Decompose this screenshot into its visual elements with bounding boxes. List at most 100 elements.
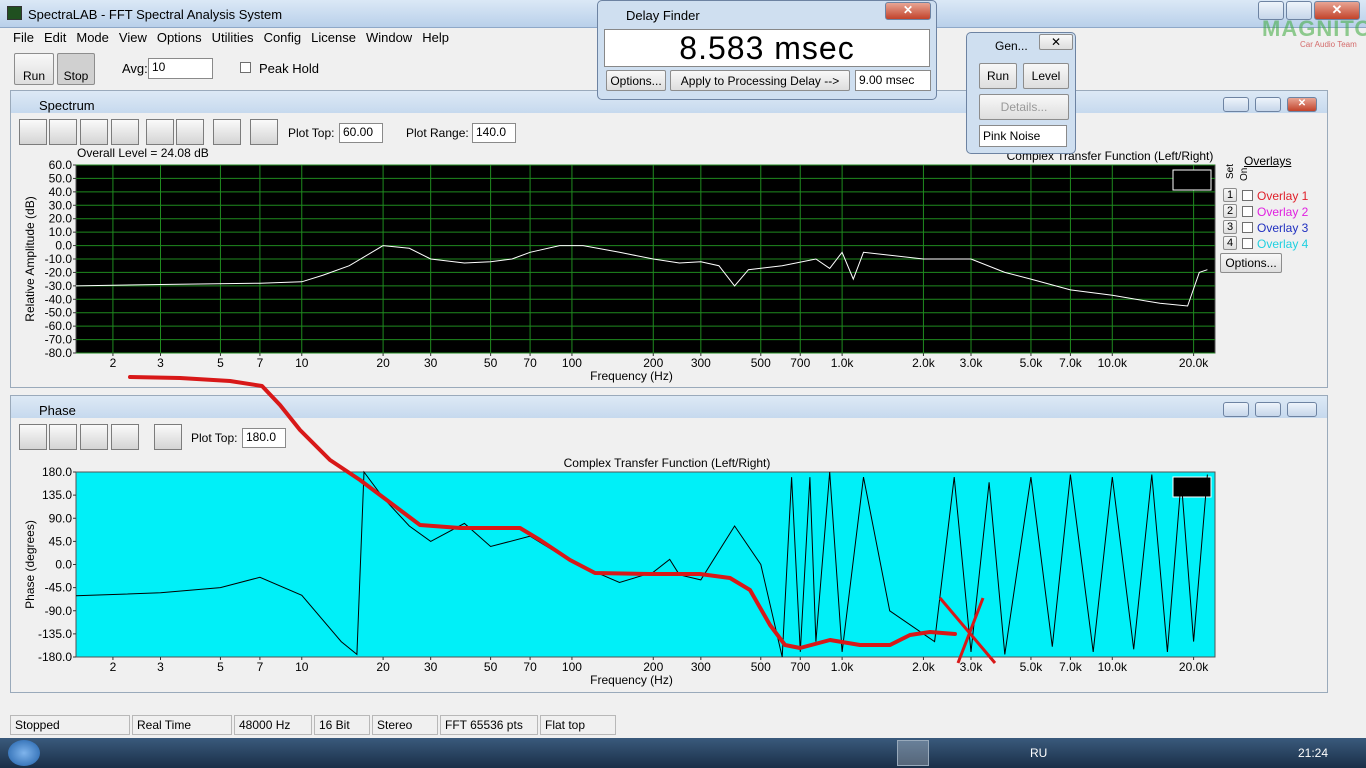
- gen-run-button[interactable]: Run: [979, 63, 1017, 89]
- y-tick-label: 30.0: [49, 198, 73, 212]
- plot-top-input[interactable]: 180.0: [242, 428, 286, 448]
- menu-item[interactable]: File: [13, 30, 34, 45]
- zoom-icon[interactable]: [19, 424, 47, 450]
- gen-details-button[interactable]: Details...: [979, 94, 1069, 120]
- overlays-title: Overlays: [1244, 154, 1292, 168]
- y-tick-label: 60.0: [49, 158, 73, 172]
- settings-icon[interactable]: [154, 424, 182, 450]
- delay-finder-title: Delay Finder: [626, 8, 700, 23]
- status-cell: 48000 Hz: [234, 715, 312, 735]
- y-tick-label: -90.0: [45, 604, 73, 618]
- gen-signal-select[interactable]: Pink Noise: [979, 125, 1067, 147]
- x-tick-label: 5.0k: [1020, 356, 1044, 370]
- stop-button[interactable]: Stop: [57, 53, 95, 85]
- x-tick-label: 5: [217, 660, 224, 674]
- x-tick-label: 5.0k: [1020, 660, 1044, 674]
- active-app[interactable]: [897, 740, 929, 766]
- start-button[interactable]: [8, 740, 40, 766]
- x-tick-label: 10: [295, 660, 309, 674]
- x-tick-label: 200: [643, 660, 663, 674]
- zoom-icon[interactable]: [19, 119, 47, 145]
- scale-icon[interactable]: [250, 119, 278, 145]
- overlay-number: 3: [1223, 220, 1237, 234]
- line-icon[interactable]: [146, 119, 174, 145]
- y-tick-label: -40.0: [45, 292, 73, 306]
- x-tick-label: 7.0k: [1059, 660, 1083, 674]
- gen-level-button[interactable]: Level: [1023, 63, 1069, 89]
- spectrum-title: Spectrum: [39, 98, 95, 113]
- menu-item[interactable]: Options: [156, 30, 202, 45]
- y-tick-label: 0.0: [55, 558, 72, 572]
- settings-icon[interactable]: [213, 119, 241, 145]
- maximize[interactable]: [1255, 97, 1281, 112]
- status-cell: Stopped: [10, 715, 130, 735]
- overlay-checkbox[interactable]: [1242, 190, 1253, 201]
- menu-item[interactable]: Edit: [43, 30, 67, 45]
- x-tick-label: 20.0k: [1179, 356, 1209, 370]
- maximize[interactable]: [1255, 402, 1281, 417]
- apply-button[interactable]: Apply to Processing Delay -->: [670, 70, 850, 91]
- maximize[interactable]: [1286, 1, 1312, 20]
- overlay-checkbox[interactable]: [1242, 206, 1253, 217]
- close[interactable]: ✕: [885, 2, 931, 20]
- generator-title: Gen...: [995, 39, 1028, 53]
- x-tick-label: 100: [562, 356, 582, 370]
- x-tick-label: 10.0k: [1098, 660, 1128, 674]
- status-cell: Flat top: [540, 715, 616, 735]
- x-tick-label: 7: [257, 660, 264, 674]
- zoom-full-icon[interactable]: [111, 119, 139, 145]
- close[interactable]: [1287, 402, 1317, 417]
- zoom-out-icon[interactable]: [80, 424, 108, 450]
- overlay-number: 4: [1223, 236, 1237, 250]
- y-tick-label: -10.0: [45, 252, 73, 266]
- menu-item[interactable]: Help: [422, 30, 449, 45]
- overlay-checkbox[interactable]: [1242, 238, 1253, 249]
- close[interactable]: ✕: [1039, 34, 1073, 50]
- x-tick-label: 100: [562, 660, 582, 674]
- x-tick-label: 10.0k: [1098, 356, 1128, 370]
- peak-hold-label: Peak Hold: [259, 61, 319, 76]
- x-axis-label: Frequency (Hz): [590, 673, 673, 687]
- menu-item[interactable]: Config: [263, 30, 302, 45]
- overlay-name: Overlay 4: [1257, 237, 1309, 251]
- zoom-in-icon[interactable]: [49, 119, 77, 145]
- avg-select[interactable]: 10: [148, 58, 213, 79]
- menu-item[interactable]: License: [311, 30, 356, 45]
- menu-item[interactable]: View: [118, 30, 147, 45]
- plot-area: [75, 471, 1216, 658]
- menu-item[interactable]: Utilities: [211, 30, 254, 45]
- overlay-checkbox[interactable]: [1242, 222, 1253, 233]
- close[interactable]: ✕: [1314, 1, 1360, 20]
- run-button[interactable]: Run: [14, 53, 54, 85]
- overlay-number: 2: [1223, 204, 1237, 218]
- plot-top-label: Plot Top:: [288, 126, 335, 140]
- x-tick-label: 3.0k: [960, 660, 984, 674]
- close[interactable]: ✕: [1287, 97, 1317, 112]
- minimize[interactable]: [1223, 402, 1249, 417]
- options-button[interactable]: Options...: [606, 70, 666, 91]
- plot-top-input[interactable]: 60.00: [339, 123, 383, 143]
- x-tick-label: 70: [523, 356, 537, 370]
- menu-item[interactable]: Mode: [76, 30, 109, 45]
- watermark-team: Car Audio Team: [1300, 40, 1357, 49]
- x-tick-label: 500: [751, 356, 771, 370]
- zoom-full-icon[interactable]: [111, 424, 139, 450]
- peak-hold-checkbox[interactable]: [240, 62, 251, 73]
- language: RU: [1030, 746, 1048, 760]
- x-tick-label: 20: [376, 660, 390, 674]
- zoom-out-icon[interactable]: [80, 119, 108, 145]
- plot-range-input[interactable]: 140.0: [472, 123, 516, 143]
- set-label: Set: [1225, 163, 1236, 179]
- spectrum-chart: Overall Level = 24.08 dB 60.050.040.030.…: [23, 148, 1216, 383]
- zoom-in-icon[interactable]: [49, 424, 77, 450]
- overlay-options[interactable]: Options...: [1220, 253, 1282, 273]
- x-tick-label: 2: [110, 660, 117, 674]
- bars-icon[interactable]: [176, 119, 204, 145]
- minimize[interactable]: [1258, 1, 1284, 20]
- phase-title: Phase: [39, 403, 76, 418]
- x-tick-label: 2.0k: [912, 660, 936, 674]
- menu-item[interactable]: Window: [365, 30, 413, 45]
- phase-chart: 180.0 135.0 90.0 45.0 0.0 -45.0 -90.0 -135.0 -18…: [23, 456, 1216, 687]
- minimize[interactable]: [1223, 97, 1249, 112]
